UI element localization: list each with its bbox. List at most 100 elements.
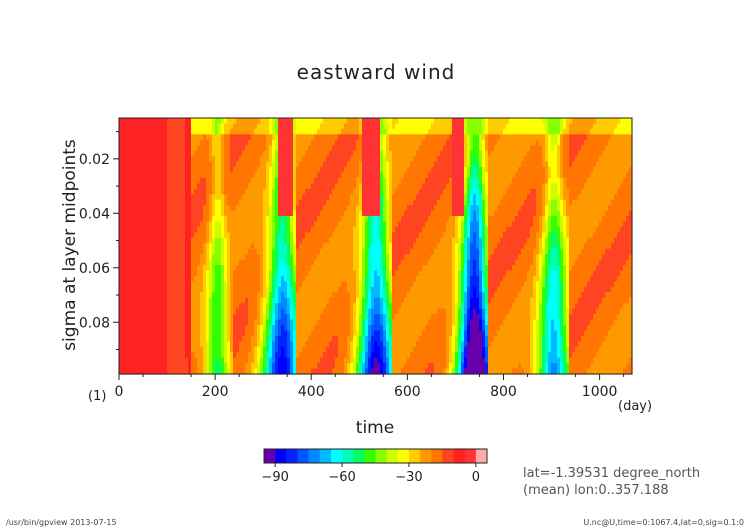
heatmap-cell: [374, 357, 378, 364]
heatmap-cell: [293, 237, 297, 244]
heatmap-cell: [407, 156, 411, 163]
heatmap-cell: [386, 368, 390, 375]
heatmap-cell: [320, 210, 324, 217]
heatmap-cell: [395, 172, 399, 179]
heatmap-cell: [263, 281, 267, 288]
heatmap-cell: [212, 368, 216, 375]
heatmap-cell: [281, 330, 285, 337]
heatmap-cell: [230, 368, 234, 375]
heatmap-cell: [377, 341, 381, 348]
heatmap-cell: [278, 243, 282, 250]
heatmap-cell: [185, 265, 189, 272]
heatmap-cell: [386, 335, 390, 342]
heatmap-cell: [230, 156, 234, 163]
heatmap-cell: [311, 145, 315, 152]
heatmap-cell: [284, 194, 288, 201]
heatmap-cell: [152, 292, 156, 299]
heatmap-cell: [173, 297, 177, 304]
heatmap-cell: [200, 210, 204, 217]
heatmap-cell: [386, 134, 390, 141]
heatmap-cell: [128, 210, 132, 217]
heatmap-cell: [383, 281, 387, 288]
heatmap-cell: [422, 145, 426, 152]
heatmap-cell: [344, 188, 348, 195]
heatmap-cell: [122, 363, 126, 370]
heatmap-cell: [230, 265, 234, 272]
heatmap-cell: [164, 237, 168, 244]
heatmap-cell: [143, 221, 147, 228]
heatmap-cell: [248, 324, 252, 332]
heatmap-cell: [221, 297, 225, 304]
heatmap-cell: [149, 243, 153, 250]
heatmap-cell: [332, 134, 336, 141]
heatmap-cell: [290, 314, 294, 321]
heatmap-cell: [368, 314, 372, 321]
heatmap-cell: [308, 314, 312, 321]
heatmap-cell: [167, 308, 171, 315]
heatmap-cell: [128, 145, 132, 152]
heatmap-cell: [251, 303, 255, 310]
heatmap-cell: [158, 139, 162, 146]
heatmap-cell: [266, 183, 270, 190]
heatmap-cell: [380, 232, 384, 239]
heatmap-cell: [272, 205, 276, 212]
heatmap-cell: [347, 319, 351, 326]
heatmap-cell: [389, 210, 393, 217]
heatmap-cell: [353, 341, 357, 348]
heatmap-cell: [434, 335, 438, 342]
heatmap-cell: [191, 308, 195, 315]
heatmap-cell: [167, 123, 171, 130]
heatmap-cell: [170, 330, 174, 337]
heatmap-cell: [356, 286, 360, 293]
heatmap-cell: [335, 324, 339, 332]
heatmap-cell: [179, 275, 183, 283]
heatmap-cell: [167, 292, 171, 299]
heatmap-cell: [308, 145, 312, 152]
heatmap-cell: [206, 150, 210, 157]
heatmap-cell: [149, 134, 153, 141]
heatmap-cell: [176, 221, 180, 228]
heatmap-cell: [221, 275, 225, 283]
heatmap-cell: [389, 221, 393, 228]
heatmap-cell: [197, 123, 201, 130]
heatmap-cell: [236, 216, 240, 223]
heatmap-cell: [365, 254, 369, 261]
heatmap-cell: [329, 177, 333, 184]
heatmap-cell: [161, 292, 165, 299]
heatmap-cell: [353, 232, 357, 239]
heatmap-cell: [395, 167, 399, 174]
heatmap-cell: [137, 335, 141, 342]
heatmap-cell: [242, 270, 246, 277]
heatmap-cell: [419, 194, 423, 201]
heatmap-cell: [215, 210, 219, 217]
heatmap-cell: [428, 188, 432, 195]
heatmap-cell: [218, 275, 222, 283]
heatmap-cell: [308, 150, 312, 157]
heatmap-cell: [242, 210, 246, 217]
heatmap-cell: [155, 167, 159, 174]
heatmap-cell: [236, 128, 240, 135]
heatmap-cell: [293, 314, 297, 321]
heatmap-cell: [119, 139, 123, 146]
heatmap-cell: [245, 118, 249, 125]
heatmap-cell: [374, 265, 378, 272]
heatmap-cell: [305, 248, 309, 255]
heatmap-cell: [338, 237, 342, 244]
heatmap-cell: [335, 194, 339, 201]
heatmap-cell: [239, 123, 243, 130]
heatmap-cell: [239, 346, 243, 353]
heatmap-cell: [224, 357, 228, 364]
heatmap-cell: [407, 139, 411, 146]
heatmap-cell: [344, 363, 348, 370]
heatmap-cell: [371, 226, 375, 233]
heatmap-cell: [170, 205, 174, 212]
heatmap-cell: [257, 243, 261, 250]
heatmap-cell: [323, 303, 327, 310]
heatmap-cell: [260, 335, 264, 342]
heatmap-cell: [353, 172, 357, 179]
heatmap-cell: [347, 216, 351, 223]
heatmap-cell: [233, 199, 237, 206]
heatmap-cell: [425, 341, 429, 348]
heatmap-cell: [350, 248, 354, 255]
heatmap-cell: [125, 150, 129, 157]
